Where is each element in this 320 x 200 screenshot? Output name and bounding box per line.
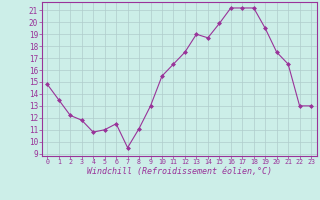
X-axis label: Windchill (Refroidissement éolien,°C): Windchill (Refroidissement éolien,°C) — [87, 167, 272, 176]
